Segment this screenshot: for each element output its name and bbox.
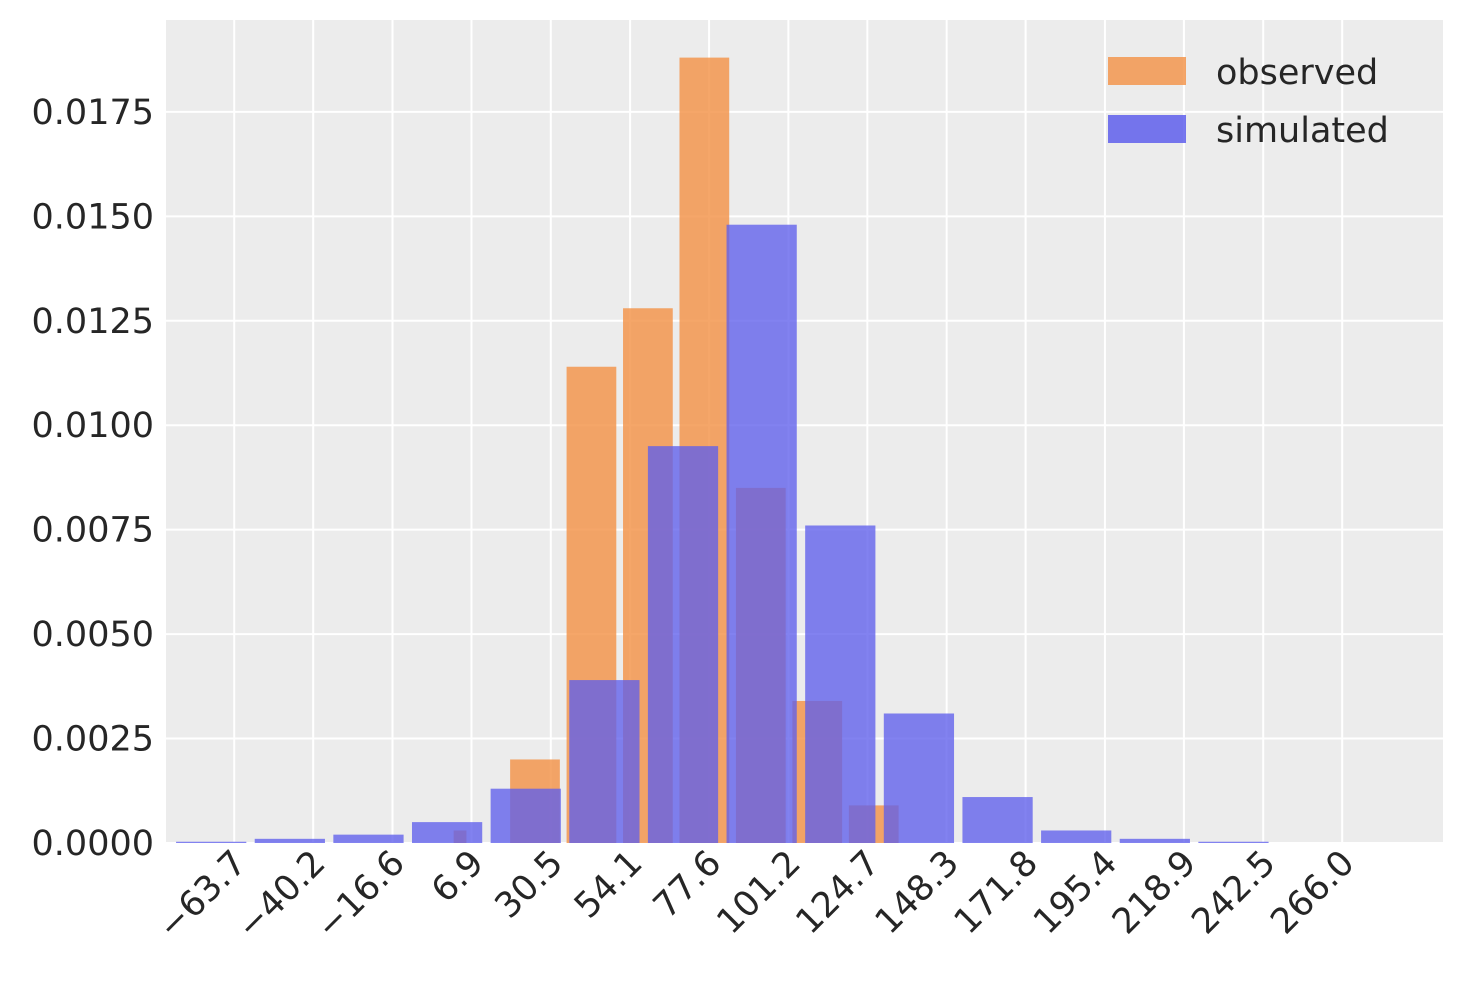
x-tick-label: 101.2: [710, 843, 809, 942]
x-tick-label: 124.7: [789, 843, 888, 942]
simulated-bar: [805, 525, 876, 843]
legend: observed simulated: [1108, 53, 1389, 151]
simulated-bar: [1198, 841, 1269, 843]
simulated-bar: [647, 446, 719, 843]
simulated-bar: [1119, 838, 1190, 843]
simulated-bar: [333, 834, 404, 843]
simulated-series: [176, 224, 1269, 844]
simulated-bar: [411, 822, 483, 843]
simulated-bar: [962, 797, 1033, 843]
y-axis-ticks: 0.0000 0.0025 0.0050 0.0075 0.0100 0.0125 0.01…: [32, 93, 154, 864]
x-tick-label: 242.5: [1184, 843, 1283, 942]
x-tick-label: 30.5: [488, 843, 571, 926]
x-tick-label: 266.0: [1263, 843, 1362, 942]
x-tick-label: −40.2: [229, 843, 333, 947]
x-tick-label: 218.9: [1105, 843, 1204, 942]
simulated-bar: [254, 838, 325, 843]
y-tick-label: 0.0125: [32, 302, 154, 342]
legend-swatch-observed: [1108, 57, 1186, 85]
x-tick-label: −63.7: [150, 843, 254, 947]
y-tick-label: 0.0000: [32, 824, 154, 864]
x-tick-label: −16.6: [309, 843, 413, 947]
y-tick-label: 0.0150: [32, 197, 154, 237]
x-tick-label: 6.9: [424, 843, 492, 911]
simulated-bar: [1041, 830, 1112, 843]
y-tick-label: 0.0025: [32, 720, 154, 760]
y-tick-label: 0.0175: [32, 93, 154, 133]
simulated-bar: [490, 788, 561, 843]
simulated-bar: [883, 713, 955, 843]
grid-lines: [166, 20, 1443, 844]
simulated-bar: [176, 841, 247, 843]
x-tick-label: 171.8: [947, 843, 1046, 942]
y-tick-label: 0.0075: [32, 511, 154, 551]
legend-label-simulated: simulated: [1216, 111, 1389, 151]
x-tick-label: 54.1: [567, 843, 650, 926]
x-axis-ticks: −63.7−40.2−16.6 6.930.554.177.6101.2124.7…: [150, 843, 1362, 947]
y-tick-label: 0.0100: [32, 406, 154, 446]
legend-swatch-simulated: [1108, 115, 1186, 143]
legend-label-observed: observed: [1216, 53, 1378, 93]
simulated-bar: [569, 680, 640, 843]
x-tick-label: 195.4: [1026, 843, 1125, 942]
simulated-bar: [726, 224, 797, 844]
y-tick-label: 0.0050: [32, 615, 154, 655]
x-tick-label: 148.3: [868, 843, 967, 942]
